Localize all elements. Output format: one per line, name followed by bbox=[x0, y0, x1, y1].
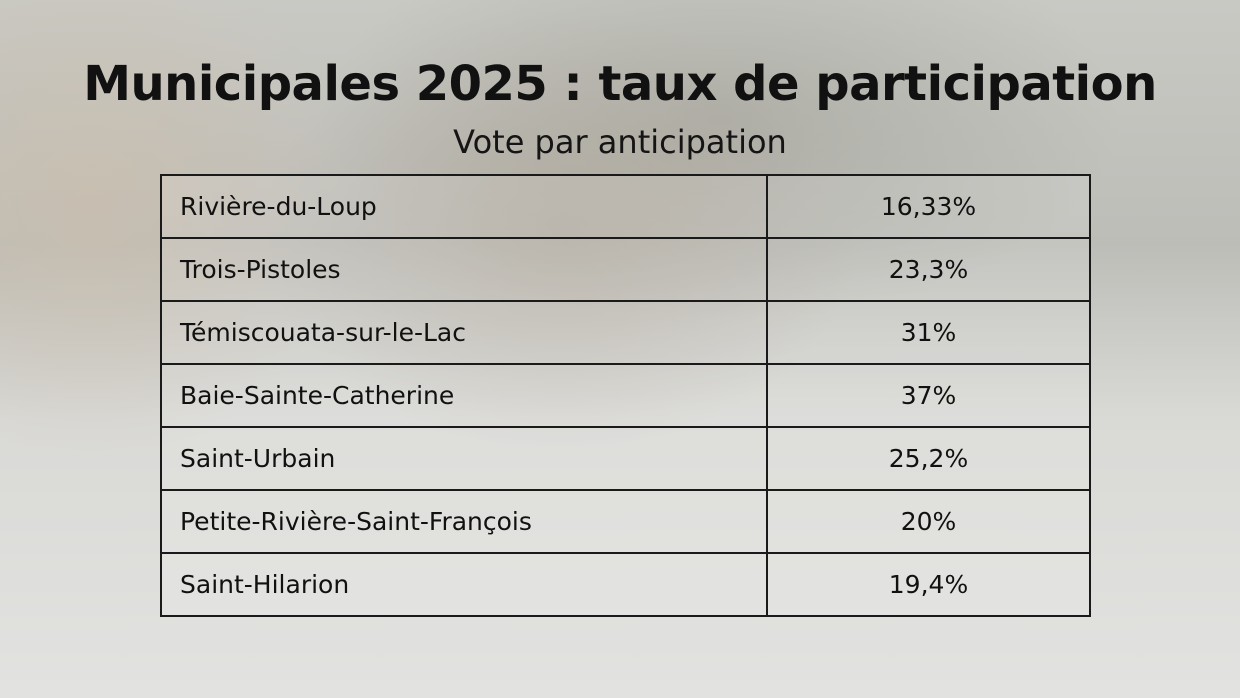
turnout: 19,4% bbox=[766, 552, 1091, 617]
municipality: Trois-Pistoles bbox=[160, 237, 768, 302]
municipality: Témiscouata-sur-le-Lac bbox=[160, 300, 768, 365]
turnout: 37% bbox=[766, 363, 1091, 428]
table-row: Saint-Hilarion 19,4% bbox=[160, 552, 1091, 617]
turnout-table: Rivière-du-Loup 16,33% Trois-Pistoles 23,3%… bbox=[160, 174, 1091, 617]
turnout: 20% bbox=[766, 489, 1091, 554]
title: Municipales 2025 : taux de participation bbox=[83, 56, 1157, 112]
turnout: 23,3% bbox=[766, 237, 1091, 302]
table-row: Témiscouata-sur-le-Lac 31% bbox=[160, 300, 1091, 365]
table-row: Baie-Sainte-Catherine 37% bbox=[160, 363, 1091, 428]
table-row: Rivière-du-Loup 16,33% bbox=[160, 174, 1091, 239]
municipality: Rivière-du-Loup bbox=[160, 174, 768, 239]
turnout: 31% bbox=[766, 300, 1091, 365]
table-row: Saint-Urbain 25,2% bbox=[160, 426, 1091, 491]
turnout: 25,2% bbox=[766, 426, 1091, 491]
table-row: Trois-Pistoles 23,3% bbox=[160, 237, 1091, 302]
table-row: Petite-Rivière-Saint-François 20% bbox=[160, 489, 1091, 554]
subtitle: Vote par anticipation bbox=[453, 123, 787, 161]
municipality: Petite-Rivière-Saint-François bbox=[160, 489, 768, 554]
municipality: Baie-Sainte-Catherine bbox=[160, 363, 768, 428]
municipality: Saint-Hilarion bbox=[160, 552, 768, 617]
turnout: 16,33% bbox=[766, 174, 1091, 239]
municipality: Saint-Urbain bbox=[160, 426, 768, 491]
